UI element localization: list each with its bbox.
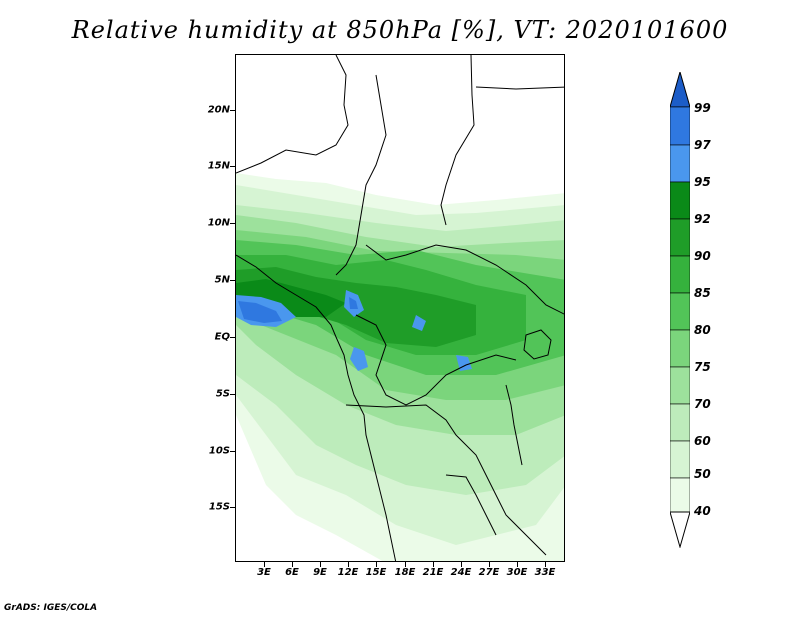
legend-swatch-80-85 — [670, 292, 690, 331]
legend-level-label: 90 — [694, 249, 711, 263]
lon-label: 30E — [506, 567, 528, 578]
lon-label: 12E — [337, 567, 359, 578]
lat-label: 5N — [214, 274, 230, 286]
lat-label: 20N — [207, 104, 230, 116]
legend-swatch-above-99 — [670, 72, 690, 108]
border-north-2 — [335, 74, 387, 276]
lon-tick — [348, 562, 349, 567]
lon-label: 6E — [285, 567, 299, 578]
legend-level-label: 70 — [694, 397, 711, 411]
border-north-1 — [236, 55, 349, 174]
border-car — [365, 244, 564, 315]
software-credit: GrADS: IGES/COLA — [4, 603, 98, 613]
chart-title: Relative humidity at 850hPa [%], VT: 202… — [71, 16, 729, 44]
lon-tick — [292, 562, 293, 567]
lon-label: 9E — [313, 567, 327, 578]
lat-tick — [230, 110, 235, 111]
color-legend-bar — [670, 72, 690, 548]
lat-label: 10N — [207, 217, 230, 229]
lon-tick — [376, 562, 377, 567]
border-congo — [355, 314, 517, 406]
lon-label: 15E — [365, 567, 387, 578]
lat-tick — [230, 451, 235, 452]
lat-tick — [230, 507, 235, 508]
legend-swatch-below-40 — [670, 511, 690, 548]
lon-label: 3E — [257, 567, 271, 578]
legend-swatch-85-90 — [670, 255, 690, 294]
map-frame — [235, 54, 565, 562]
lat-label: 5S — [215, 388, 230, 400]
lon-tick — [461, 562, 462, 567]
legend-level-label: 97 — [694, 138, 711, 152]
legend-level-label: 50 — [694, 467, 711, 481]
legend-level-label: 60 — [694, 434, 711, 448]
lon-tick — [433, 562, 434, 567]
lon-tick — [405, 562, 406, 567]
lon-label: 24E — [450, 567, 472, 578]
lon-label: 18E — [394, 567, 416, 578]
lon-label: 33E — [534, 567, 556, 578]
legend-swatch-95-97 — [670, 144, 690, 183]
legend-swatch-50-60 — [670, 440, 690, 479]
lake-victoria — [523, 329, 552, 360]
lake-tanganyika — [505, 384, 523, 466]
lon-tick — [489, 562, 490, 567]
legend-swatch-70-75 — [670, 366, 690, 405]
legend-swatch-92-95 — [670, 181, 690, 220]
lon-tick — [264, 562, 265, 567]
border-south — [345, 404, 547, 556]
legend-level-label: 80 — [694, 323, 711, 337]
legend-swatch-90-92 — [670, 218, 690, 257]
lon-tick — [545, 562, 546, 567]
lat-label: 15N — [207, 160, 230, 172]
lon-label: 21E — [422, 567, 444, 578]
legend-level-label: 92 — [694, 212, 711, 226]
legend-level-label: 85 — [694, 286, 711, 300]
border-east-nile — [475, 86, 564, 90]
legend-level-label: 75 — [694, 360, 711, 374]
country-borders — [236, 55, 564, 561]
lat-label: 15S — [208, 501, 230, 513]
lat-tick — [230, 280, 235, 281]
legend-level-label: 95 — [694, 175, 711, 189]
lon-label: 27E — [478, 567, 500, 578]
lon-tick — [320, 562, 321, 567]
lon-tick — [517, 562, 518, 567]
legend-level-label: 40 — [694, 504, 711, 518]
legend-swatch-75-80 — [670, 329, 690, 368]
lat-tick — [230, 337, 235, 338]
lat-tick — [230, 166, 235, 167]
lat-tick — [230, 394, 235, 395]
color-legend — [670, 72, 690, 548]
border-north-3 — [440, 55, 475, 226]
lat-label: EQ — [214, 331, 230, 343]
legend-level-label: 99 — [694, 101, 711, 115]
coastline-gulf-of-guinea — [236, 254, 397, 561]
humidity-field — [236, 173, 564, 561]
border-angola — [445, 474, 497, 536]
lat-tick — [230, 223, 235, 224]
legend-swatch-97-99 — [670, 106, 690, 146]
rh-97-99-area — [238, 297, 358, 323]
legend-swatch-40-50 — [670, 477, 690, 513]
lat-label: 10S — [208, 445, 230, 457]
legend-swatch-60-70 — [670, 403, 690, 442]
humidity-map — [236, 55, 564, 561]
